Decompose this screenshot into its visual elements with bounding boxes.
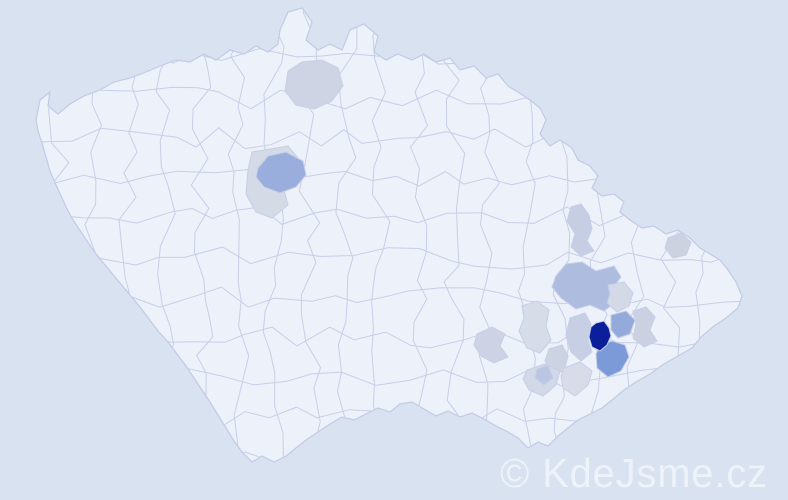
district-east-gray-upper (606, 281, 634, 313)
district-north-bohemia-gray (284, 59, 344, 110)
district-zlin-blue-south (595, 340, 630, 378)
district-kromeriz-gray (518, 300, 552, 354)
district-south-moravia-gray (473, 326, 509, 364)
district-zlin-blue-northeast (610, 310, 636, 339)
district-east-gray-right (632, 306, 658, 348)
district-soft-blue-patch (534, 364, 554, 386)
district-uherske-gray (560, 361, 593, 397)
district-prague-blue (255, 151, 307, 194)
highlighted-districts (245, 59, 692, 397)
district-northeast-gray (664, 232, 692, 259)
watermark: © KdeJsme.cz (500, 450, 768, 496)
district-zlin-pale-west (565, 312, 593, 362)
district-zlin-dark-navy (588, 320, 612, 352)
district-sumperk-gray (566, 203, 595, 257)
